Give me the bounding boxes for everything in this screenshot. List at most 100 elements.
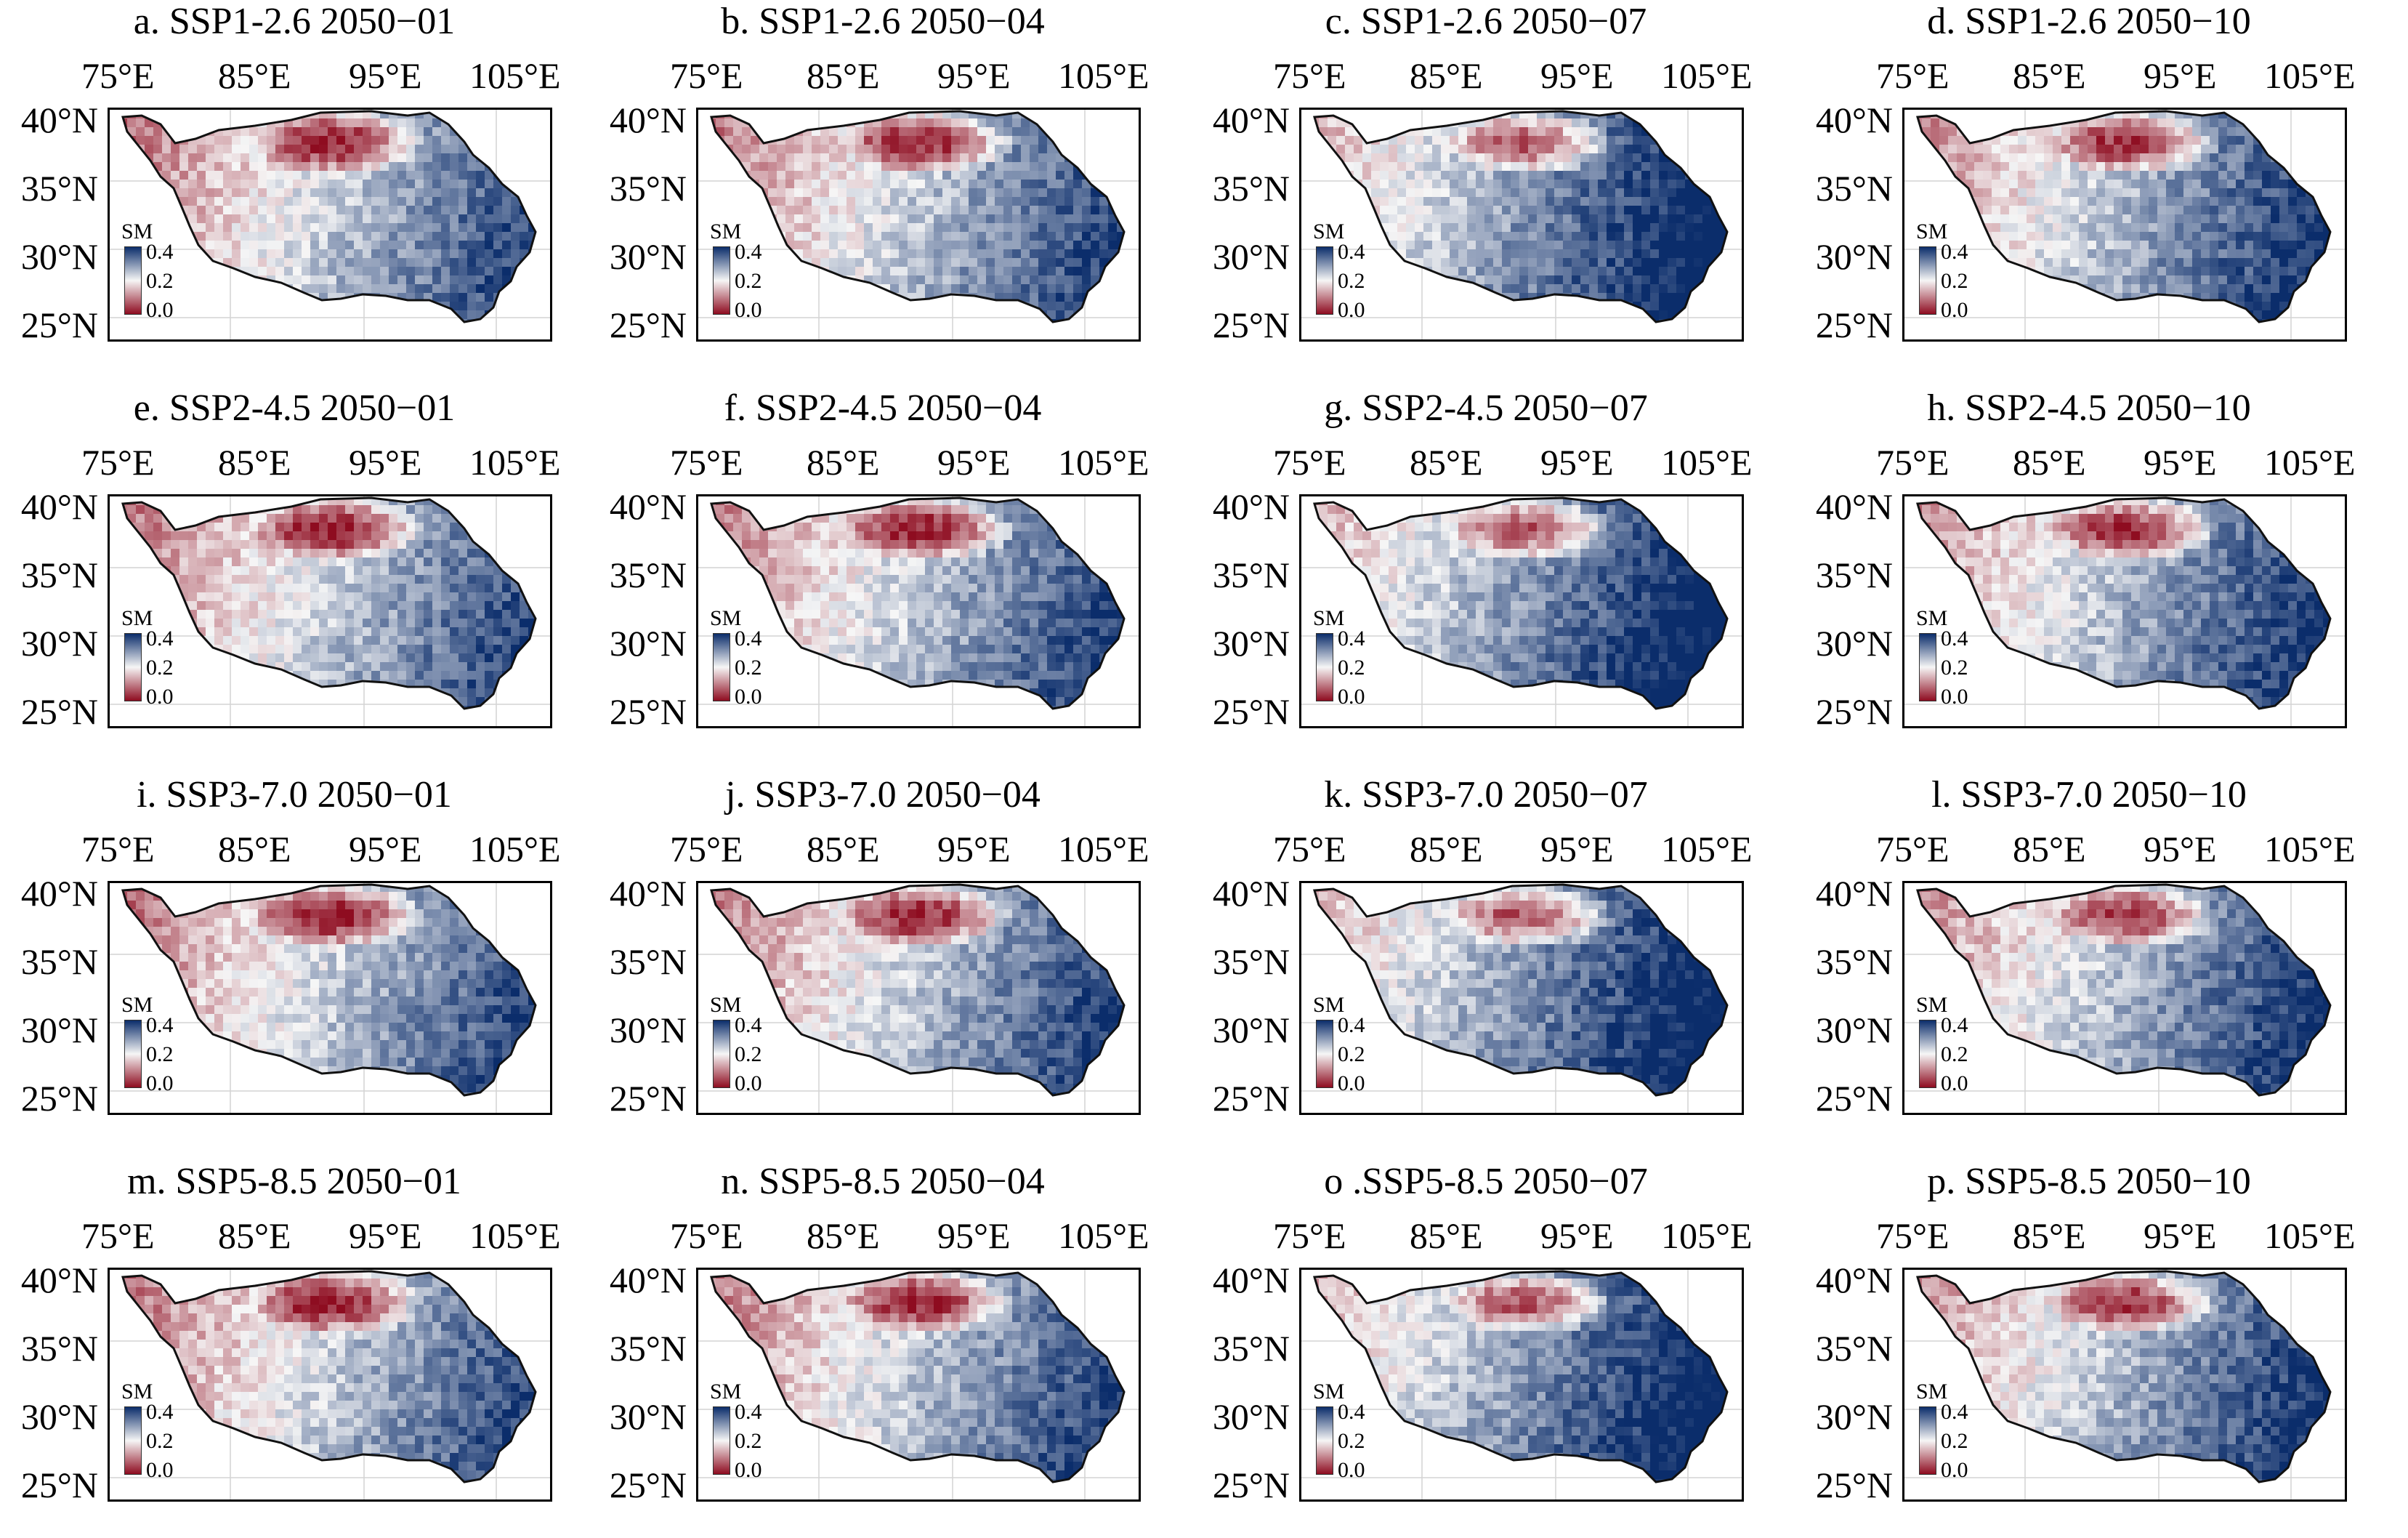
- moisture-cell: [1546, 127, 1555, 137]
- moisture-cell: [2227, 180, 2237, 189]
- moisture-cell: [415, 136, 424, 145]
- moisture-cell: [145, 136, 154, 145]
- moisture-cell: [2061, 188, 2071, 198]
- moisture-cell: [2018, 214, 2027, 224]
- moisture-cell: [1676, 206, 1686, 215]
- moisture-cell: [2149, 214, 2158, 224]
- moisture-cell: [502, 232, 512, 241]
- moisture-cell: [537, 319, 546, 329]
- moisture-cell: [1064, 180, 1074, 189]
- moisture-cell: [1554, 214, 1564, 224]
- moisture-cell: [1038, 206, 1048, 215]
- moisture-cell: [1047, 118, 1056, 128]
- moisture-cell: [899, 136, 908, 145]
- moisture-cell: [942, 153, 952, 163]
- moisture-cell: [511, 171, 520, 180]
- moisture-cell: [302, 180, 311, 189]
- moisture-cell: [389, 284, 398, 294]
- moisture-cell: [241, 293, 250, 302]
- moisture-cell: [1685, 258, 1694, 267]
- moisture-cell: [2105, 180, 2114, 189]
- moisture-cell: [267, 145, 276, 154]
- moisture-cell: [2096, 223, 2106, 233]
- moisture-cell: [310, 118, 320, 128]
- moisture-cell: [310, 136, 320, 145]
- moisture-cell: [2149, 145, 2158, 154]
- moisture-cell: [389, 275, 398, 285]
- moisture-cell: [293, 275, 302, 285]
- moisture-cell: [873, 180, 882, 189]
- moisture-cell: [214, 110, 224, 119]
- moisture-cell: [1432, 145, 1442, 154]
- moisture-cell: [267, 249, 276, 259]
- moisture-cell: [1528, 249, 1538, 259]
- moisture-cell: [2253, 188, 2263, 198]
- moisture-cell: [1729, 206, 1738, 215]
- moisture-cell: [493, 223, 503, 233]
- moisture-cell: [2114, 127, 2123, 137]
- moisture-cell: [1615, 180, 1625, 189]
- moisture-cell: [724, 206, 734, 215]
- moisture-cell: [354, 197, 363, 206]
- moisture-cell: [380, 223, 389, 233]
- moisture-cell: [432, 284, 442, 294]
- moisture-cell: [2175, 127, 2184, 137]
- moisture-cell: [1737, 258, 1742, 267]
- moisture-cell: [1056, 337, 1065, 339]
- moisture-cell: [1047, 206, 1056, 215]
- moisture-cell: [2253, 232, 2263, 241]
- moisture-cell: [2218, 188, 2228, 198]
- moisture-cell: [881, 206, 891, 215]
- lon-tick-label: 105°E: [469, 55, 561, 96]
- lon-tick-label: 95°E: [937, 55, 1011, 96]
- moisture-cell: [2332, 118, 2341, 128]
- moisture-cell: [1598, 241, 1607, 250]
- moisture-cell: [881, 136, 891, 145]
- moisture-cell: [1099, 337, 1109, 339]
- moisture-cell: [995, 284, 1004, 294]
- moisture-cell: [310, 319, 320, 329]
- moisture-cell: [441, 214, 451, 224]
- moisture-cell: [1415, 206, 1424, 215]
- moisture-cell: [1633, 206, 1642, 215]
- moisture-cell: [2105, 197, 2114, 206]
- moisture-cell: [371, 302, 381, 311]
- moisture-cell: [1423, 145, 1433, 154]
- moisture-cell: [785, 232, 795, 241]
- moisture-cell: [345, 188, 355, 198]
- moisture-cell: [458, 284, 468, 294]
- moisture-cell: [1913, 162, 1923, 172]
- moisture-cell: [110, 171, 119, 180]
- moisture-cell: [476, 118, 485, 128]
- moisture-cell: [328, 188, 337, 198]
- moisture-cell: [1038, 241, 1048, 250]
- moisture-cell: [1598, 118, 1607, 128]
- moisture-cell: [1737, 293, 1742, 302]
- moisture-cell: [1511, 319, 1520, 329]
- moisture-cell: [1484, 275, 1494, 285]
- moisture-cell: [1624, 145, 1633, 154]
- moisture-cell: [1502, 153, 1511, 163]
- moisture-cell: [1580, 275, 1590, 285]
- moisture-cell: [1702, 293, 1712, 302]
- moisture-cell: [881, 275, 891, 285]
- moisture-cell: [1432, 337, 1442, 339]
- moisture-cell: [1528, 302, 1538, 311]
- moisture-cell: [1423, 206, 1433, 215]
- moisture-cell: [1362, 127, 1372, 137]
- moisture-cell: [751, 197, 760, 206]
- moisture-cell: [2000, 136, 2010, 145]
- moisture-cell: [934, 249, 943, 259]
- moisture-cell: [1737, 110, 1742, 119]
- moisture-cell: [1572, 241, 1581, 250]
- moisture-cell: [1668, 267, 1677, 276]
- moisture-cell: [310, 214, 320, 224]
- moisture-cell: [241, 127, 250, 137]
- moisture-cell: [1423, 258, 1433, 267]
- moisture-cell: [371, 162, 381, 172]
- moisture-cell: [2027, 197, 2036, 206]
- moisture-cell: [1354, 145, 1363, 154]
- moisture-cell: [777, 118, 786, 128]
- moisture-cell: [206, 275, 215, 285]
- moisture-cell: [241, 136, 250, 145]
